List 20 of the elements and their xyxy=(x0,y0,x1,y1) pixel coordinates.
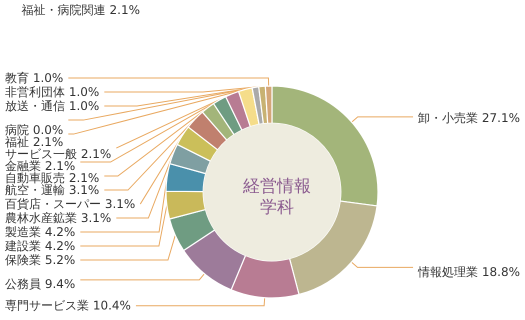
slice-label: 製造業 4.2% xyxy=(5,225,76,240)
slice-label: 航空・運輸 3.1% xyxy=(5,183,100,198)
slice-label: 非営利団体 1.0% xyxy=(5,85,100,100)
slice-label: 金融業 2.1% xyxy=(5,159,76,174)
text: 経営情報学科 xyxy=(242,176,311,218)
slice-label: サービス一般 2.1% xyxy=(5,147,112,162)
slice-label: 自動車販売 2.1% xyxy=(5,171,100,186)
slice-label: 公務員 9.4% xyxy=(5,277,76,292)
slice-label: 情報処理業 18.8% xyxy=(417,265,520,280)
category-label: 病院 0.0% xyxy=(5,123,64,138)
slice-label: 建設業 4.2% xyxy=(4,239,76,254)
text: 福祉・病院関連 2.1% xyxy=(22,3,140,17)
slice-label: 百貨店・スーパー 3.1% xyxy=(5,197,136,212)
slice-label: 卸・小売業 27.1% xyxy=(418,111,520,126)
slice-label: 農林水産鉱業 3.1% xyxy=(5,211,112,226)
slice-label: 保険業 5.2% xyxy=(5,253,76,268)
slice-label: 放送・通信 1.0% xyxy=(5,99,100,114)
slice-label: 教育 1.0% xyxy=(5,71,64,86)
slice-label: 福祉 2.1% xyxy=(5,135,64,150)
slice-label: 専門サービス業 10.4% xyxy=(5,298,131,313)
